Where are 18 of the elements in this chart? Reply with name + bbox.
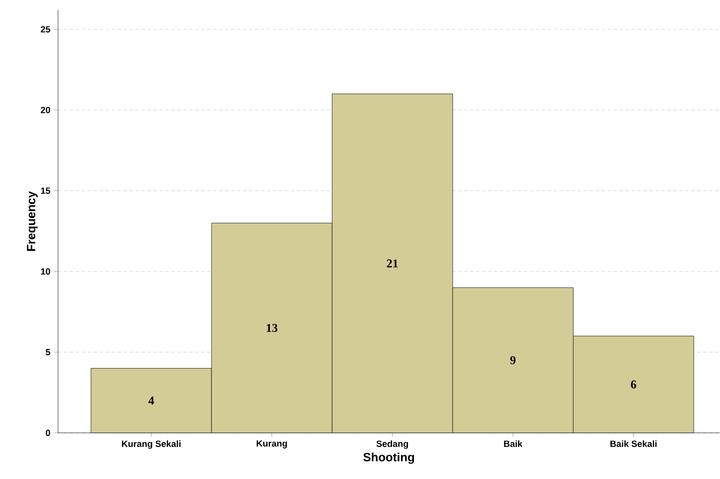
data-label: 13: [266, 324, 278, 332]
y-tick-label: 5: [46, 349, 50, 356]
y-tick-label: 10: [41, 268, 50, 275]
y-axis-title: Frequency: [26, 191, 38, 251]
y-tick-label: 25: [40, 26, 50, 33]
y-tick-label: 20: [40, 106, 50, 114]
data-label: 9: [510, 356, 516, 364]
y-tick-label: 15: [41, 188, 50, 194]
x-tick-label: Kurang Sekali: [122, 440, 181, 449]
y-tick-label: 0: [46, 430, 50, 436]
x-axis-title: Shooting: [363, 452, 414, 464]
x-tick-label: Baik: [504, 440, 522, 448]
x-tick-label: Kurang: [256, 440, 287, 449]
x-tick-label: Sedang: [376, 440, 408, 449]
data-label: 21: [386, 260, 398, 268]
x-tick-label: Baik Sekali: [610, 440, 657, 448]
data-label: 6: [630, 380, 636, 389]
data-label: 4: [148, 396, 154, 405]
